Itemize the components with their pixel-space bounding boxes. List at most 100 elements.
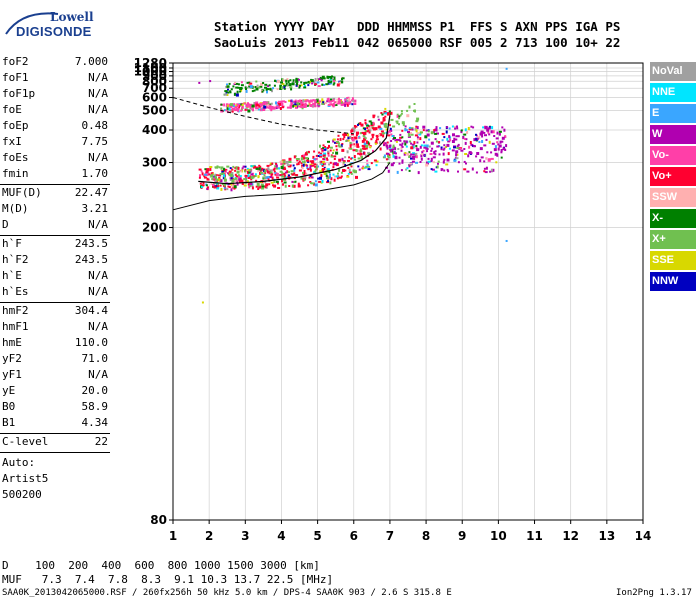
echo-point xyxy=(490,151,493,154)
echo-point xyxy=(472,126,475,129)
y-tick-label: 900 xyxy=(142,69,167,83)
echo-point xyxy=(306,164,309,167)
echo-point xyxy=(408,133,411,137)
echo-point xyxy=(303,179,306,181)
echo-point xyxy=(368,127,370,130)
echo-point xyxy=(263,105,267,109)
echo-point xyxy=(220,166,223,170)
echo-point xyxy=(258,86,261,89)
echo-point xyxy=(201,172,204,176)
param-row: B1 4.34 xyxy=(2,416,108,432)
echo-point xyxy=(367,153,371,155)
echo-point xyxy=(478,141,481,143)
echo-point xyxy=(234,109,238,112)
echo-point xyxy=(221,183,225,186)
echo-point xyxy=(503,128,506,132)
echo-point xyxy=(227,88,229,91)
param-name: foF2 xyxy=(2,55,29,68)
echo-point xyxy=(394,147,397,151)
echo-point xyxy=(273,184,277,188)
echo-point xyxy=(305,173,308,176)
echo-point xyxy=(486,151,489,154)
echo-point xyxy=(390,118,394,121)
echo-point xyxy=(445,130,448,134)
echo-point xyxy=(434,138,437,141)
echo-point xyxy=(408,126,411,129)
echo-point xyxy=(315,99,319,103)
echo-point xyxy=(493,135,496,137)
echo-point xyxy=(218,166,221,169)
echo-point xyxy=(283,84,287,87)
echo-point xyxy=(314,183,318,187)
echo-point xyxy=(344,98,347,101)
echo-point xyxy=(308,176,311,179)
echo-point xyxy=(291,82,295,86)
echo-point xyxy=(234,167,237,169)
echo-point xyxy=(443,144,446,147)
echo-point xyxy=(344,100,347,103)
echo-point xyxy=(309,160,312,163)
echo-point xyxy=(330,155,334,158)
echo-point xyxy=(271,162,274,165)
virtual-height-curve xyxy=(198,115,391,185)
echo-point xyxy=(498,132,501,136)
echo-point xyxy=(326,168,330,171)
echo-point xyxy=(302,176,305,179)
legend-item-nnw: NNW xyxy=(650,272,696,291)
echo-point xyxy=(349,100,351,103)
echo-point xyxy=(341,157,344,161)
echo-point xyxy=(214,175,217,179)
echo-point xyxy=(347,133,350,137)
echo-point xyxy=(264,185,267,189)
echo-point xyxy=(258,185,262,189)
echo-point xyxy=(288,83,292,87)
echo-point xyxy=(226,107,229,111)
echo-point xyxy=(486,128,490,132)
echo-point xyxy=(266,164,270,167)
echo-point xyxy=(385,158,388,161)
echo-point xyxy=(320,160,324,163)
echo-point xyxy=(276,101,279,104)
echo-point xyxy=(269,169,273,172)
echo-point xyxy=(206,178,210,181)
echo-point xyxy=(441,132,445,135)
echo-point xyxy=(309,167,312,170)
echo-point xyxy=(303,174,306,177)
echo-point xyxy=(411,128,414,131)
echo-point xyxy=(318,180,322,183)
echo-point xyxy=(505,67,508,70)
echo-point xyxy=(339,176,342,179)
echo-point xyxy=(430,160,433,162)
echo-point xyxy=(387,158,390,161)
legend-item-w: W xyxy=(650,125,696,144)
echo-point xyxy=(409,162,413,165)
echo-point xyxy=(255,87,259,91)
echo-point xyxy=(358,168,361,171)
echo-point xyxy=(466,130,469,134)
echo-point xyxy=(435,126,438,130)
echo-point xyxy=(436,165,439,169)
echo-point xyxy=(237,175,240,179)
param-value: N/A xyxy=(88,269,108,282)
echo-point xyxy=(361,155,363,159)
echo-point xyxy=(261,185,265,188)
echo-point xyxy=(266,101,269,104)
echo-point xyxy=(313,158,316,161)
echo-point xyxy=(309,168,312,172)
echo-point xyxy=(328,144,330,148)
echo-point xyxy=(333,80,336,83)
echo-point xyxy=(262,102,265,106)
echo-point xyxy=(324,148,327,151)
echo-point xyxy=(269,87,272,91)
echo-point xyxy=(283,168,287,171)
param-value: N/A xyxy=(88,87,108,100)
echo-point xyxy=(496,153,499,157)
echo-point xyxy=(336,83,340,87)
echo-region xyxy=(383,125,508,175)
echo-point xyxy=(267,167,270,171)
echo-point xyxy=(430,131,434,135)
echo-point xyxy=(304,99,308,102)
echo-point xyxy=(488,133,491,136)
echo-point xyxy=(229,179,233,181)
echo-point xyxy=(312,80,316,84)
